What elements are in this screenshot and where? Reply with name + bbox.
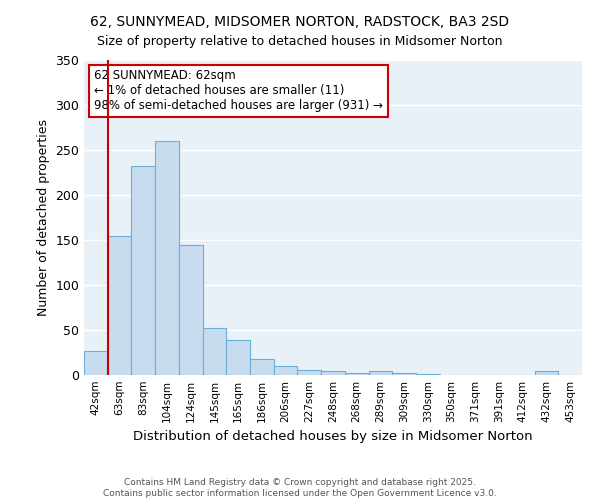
Text: 62 SUNNYMEAD: 62sqm
← 1% of detached houses are smaller (11)
98% of semi-detache: 62 SUNNYMEAD: 62sqm ← 1% of detached hou… xyxy=(94,70,383,112)
Bar xyxy=(179,244,203,375)
Y-axis label: Number of detached properties: Number of detached properties xyxy=(37,119,50,316)
Bar xyxy=(226,340,250,375)
Bar xyxy=(298,370,321,375)
Text: Size of property relative to detached houses in Midsomer Norton: Size of property relative to detached ho… xyxy=(97,35,503,48)
Bar xyxy=(345,373,368,375)
Bar xyxy=(321,370,345,375)
Bar xyxy=(274,366,298,375)
X-axis label: Distribution of detached houses by size in Midsomer Norton: Distribution of detached houses by size … xyxy=(133,430,533,444)
Bar xyxy=(203,328,226,375)
Bar xyxy=(108,236,131,375)
Text: Contains HM Land Registry data © Crown copyright and database right 2025.
Contai: Contains HM Land Registry data © Crown c… xyxy=(103,478,497,498)
Bar xyxy=(392,373,416,375)
Bar xyxy=(84,350,108,375)
Bar xyxy=(535,372,558,375)
Text: 62, SUNNYMEAD, MIDSOMER NORTON, RADSTOCK, BA3 2SD: 62, SUNNYMEAD, MIDSOMER NORTON, RADSTOCK… xyxy=(91,15,509,29)
Bar xyxy=(368,372,392,375)
Bar xyxy=(250,359,274,375)
Bar xyxy=(131,166,155,375)
Bar xyxy=(155,141,179,375)
Bar xyxy=(416,374,440,375)
